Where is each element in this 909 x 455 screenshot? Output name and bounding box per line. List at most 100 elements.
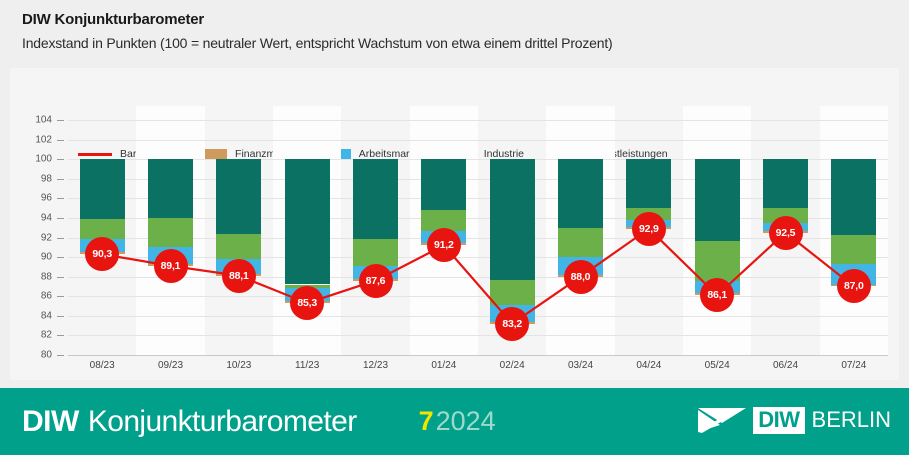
y-axis-tick-label: 86 — [40, 290, 52, 302]
page-title: DIW Konjunkturbarometer — [22, 11, 205, 28]
barometer-value-marker[interactable]: 88,1 — [221, 258, 256, 293]
bar-segment-industrie — [79, 159, 125, 219]
barometer-line — [101, 227, 855, 326]
y-axis-tick — [57, 120, 64, 121]
bar-segment-industrie — [148, 159, 193, 218]
x-axis-tick-label: 11/23 — [295, 360, 320, 371]
footer-month: 7 — [418, 406, 434, 436]
y-axis-tick — [57, 276, 64, 278]
footer-product: Konjunkturbarometer — [87, 404, 357, 438]
y-axis-tick-label: 102 — [35, 134, 52, 146]
y-axis-tick — [57, 198, 64, 200]
gridline — [68, 335, 888, 337]
bar-segment-industrie — [694, 159, 740, 242]
plot-band-top — [819, 106, 888, 120]
y-axis-tick — [57, 139, 64, 141]
chart-panel: Barometer Finanzmarkt Arbeitsmarkt Indus… — [10, 68, 899, 445]
bar-segment-industrie — [489, 159, 535, 280]
gridline — [68, 120, 888, 121]
gridline — [68, 217, 888, 219]
y-axis-tick — [57, 296, 64, 298]
bar-segment-dienstleistungen — [558, 227, 603, 258]
bar-segment-industrie — [558, 159, 603, 228]
bar-segment-dienstleistungen — [694, 241, 740, 281]
y-axis-tick-label: 90 — [40, 251, 52, 263]
y-axis-tick — [57, 355, 64, 356]
legend-swatch-icon — [195, 148, 228, 160]
barometer-value-marker[interactable]: 86,1 — [700, 278, 735, 313]
barometer-value-marker[interactable]: 92,5 — [768, 215, 803, 250]
y-axis-tick — [57, 335, 64, 337]
gridline — [68, 237, 888, 239]
x-axis-tick-label: 05/24 — [704, 360, 730, 371]
x-axis-tick-label: 04/24 — [636, 360, 662, 371]
barometer-value-marker[interactable]: 91,2 — [426, 228, 461, 263]
y-axis-tick-label: 100 — [35, 153, 52, 165]
barometer-value-marker[interactable]: 89,1 — [153, 248, 188, 283]
plot-band-top — [136, 106, 205, 120]
y-axis-tick-label: 80 — [40, 349, 52, 361]
footer-year: 2024 — [435, 406, 496, 436]
bar-segment-industrie — [626, 159, 672, 209]
y-axis-tick-label: 82 — [40, 329, 52, 341]
diw-berlin-logo: DIW BERLIN — [696, 402, 891, 438]
bar-segment-dienstleistungen — [353, 239, 398, 266]
gridline — [68, 276, 888, 278]
legend-line-icon — [78, 152, 112, 156]
bar-segment-industrie — [763, 159, 808, 209]
x-axis-tick-label: 01/24 — [431, 360, 457, 371]
bar-segment-dienstleistungen — [489, 279, 535, 306]
barometer-value-marker[interactable]: 85,3 — [290, 286, 325, 321]
gridline — [68, 257, 888, 259]
y-axis-tick-label: 88 — [40, 271, 52, 283]
plot-area: 90,3 89,1 88,1 85,3 87,6 91,2 83,2 88,0 92,9 86,1… — [68, 106, 888, 356]
barometer-value-marker[interactable]: 90,3 — [85, 237, 120, 272]
barometer-value-marker[interactable]: 87,6 — [358, 263, 393, 298]
x-axis-tick-label: 08/23 — [89, 360, 115, 371]
legend-label: Industrie — [483, 148, 525, 160]
gridline — [68, 139, 888, 141]
barometer-value-marker[interactable]: 87,0 — [836, 269, 871, 304]
legend-label: Arbeitsmarkt — [358, 148, 418, 160]
gridline — [68, 296, 888, 298]
x-axis-tick-label: 06/24 — [772, 360, 799, 371]
y-axis-tick — [57, 217, 64, 219]
plot-band-top — [683, 106, 752, 120]
x-axis-tick-label: 12/23 — [362, 360, 389, 371]
page-subtitle: Indexstand in Punkten (100 = neutraler W… — [22, 35, 613, 51]
bar-segment-dienstleistungen — [831, 234, 877, 264]
bar-segment-dienstleistungen — [79, 218, 125, 240]
x-axis-tick-label: 07/24 — [841, 360, 867, 371]
diw-envelope-logo-icon — [698, 408, 747, 433]
plot-band-top — [273, 106, 342, 120]
bar-segment-dienstleistungen — [216, 233, 262, 260]
gridline — [68, 315, 888, 317]
barometer-value-marker[interactable]: 88,0 — [563, 259, 598, 294]
barometer-value-marker[interactable]: 83,2 — [495, 306, 530, 341]
bar-segment-industrie — [353, 159, 398, 240]
x-axis-tick-label: 09/23 — [157, 360, 184, 371]
y-axis-tick-label: 84 — [40, 310, 52, 322]
gridline — [68, 159, 888, 161]
y-axis-tick — [57, 315, 64, 317]
x-axis-tick-label: 03/24 — [567, 360, 594, 371]
bar-segment-industrie — [284, 159, 330, 285]
bar-segment-dienstleistungen — [421, 210, 467, 231]
x-axis-tick-label: 02/24 — [499, 360, 525, 371]
bar-segment-industrie — [831, 159, 877, 235]
bar-segment-industrie — [216, 159, 262, 234]
chart-header: DIW Konjunkturbarometer Indexstand in Pu… — [22, 10, 892, 53]
y-axis-tick — [57, 237, 64, 239]
logo-diw-text: DIW — [753, 406, 805, 434]
y-axis-tick-label: 104 — [35, 114, 52, 126]
barometer-value-marker[interactable]: 92,9 — [631, 211, 666, 246]
plot-band-top — [409, 106, 478, 120]
logo-berlin-text: BERLIN — [811, 407, 891, 432]
gridline — [68, 198, 888, 200]
footer-brand: DIW — [22, 404, 79, 438]
bar-column[interactable] — [489, 120, 535, 355]
y-axis-tick-label: 96 — [40, 192, 52, 204]
footer-bar: DIW Konjunkturbarometer 7 2024 DIW BERLI… — [0, 388, 909, 455]
plot-band-top — [546, 106, 615, 120]
y-axis-tick — [57, 159, 64, 161]
